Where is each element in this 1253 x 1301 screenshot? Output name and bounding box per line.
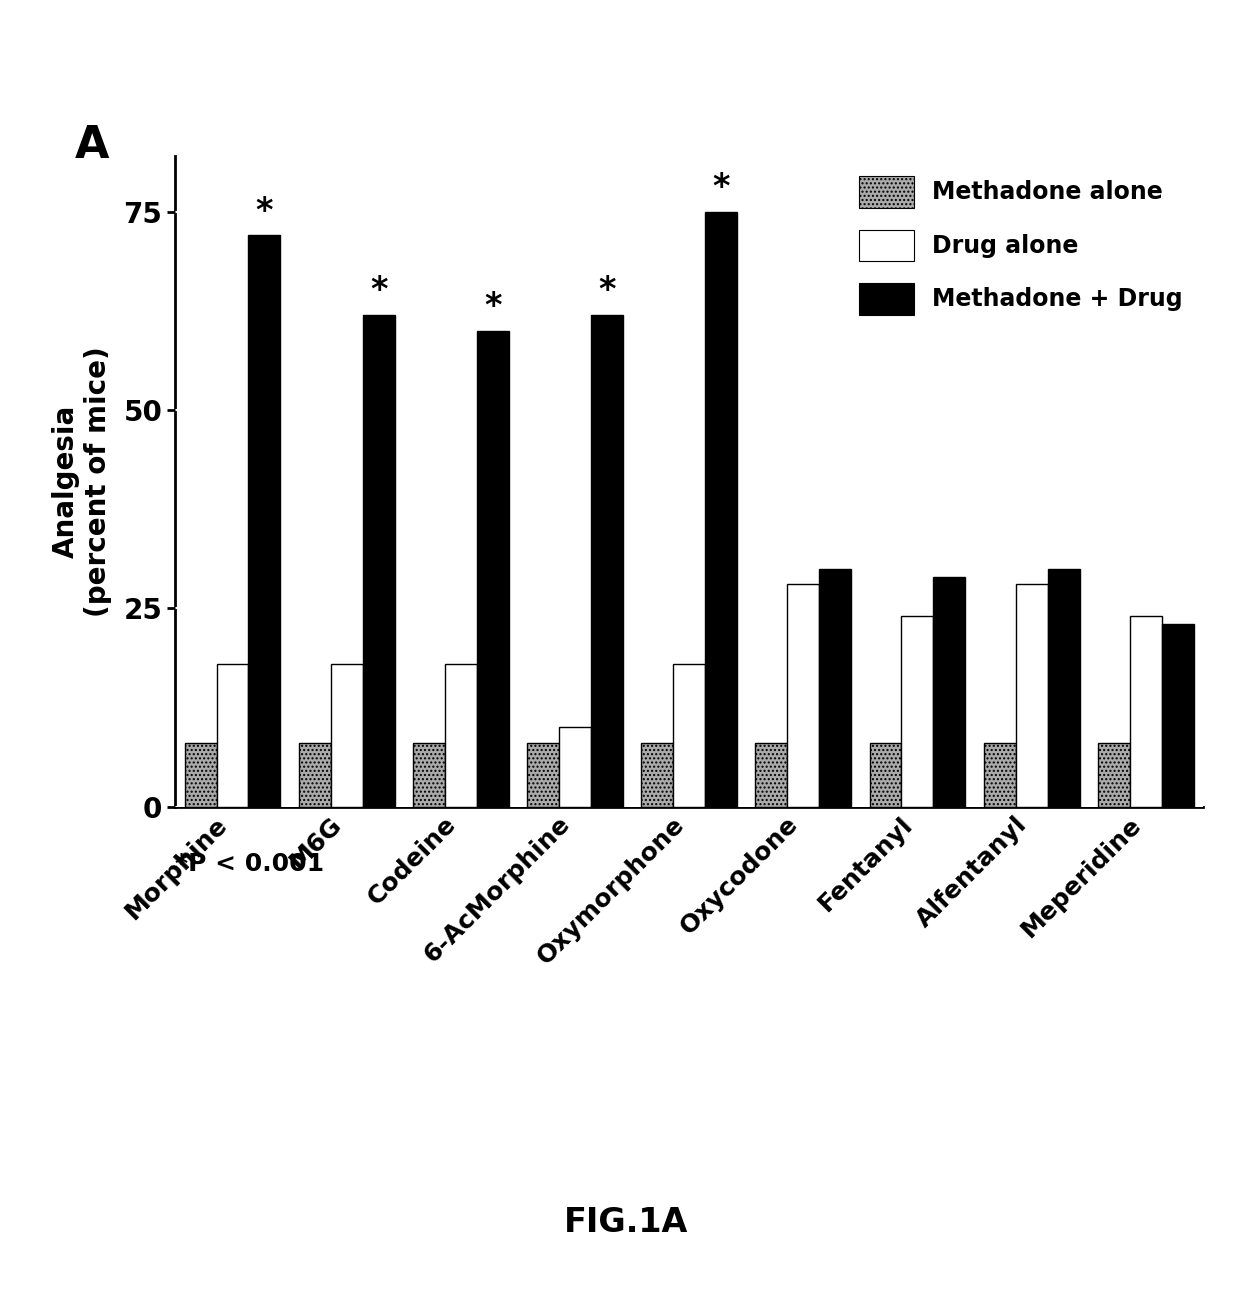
Text: *: * <box>370 273 387 307</box>
Bar <box>184 743 217 807</box>
Bar <box>642 743 673 807</box>
Bar <box>362 315 395 807</box>
Bar <box>756 743 787 807</box>
Text: A: A <box>75 124 110 167</box>
Bar <box>819 569 851 807</box>
Bar <box>477 330 509 807</box>
Bar <box>298 743 331 807</box>
Bar <box>591 315 623 807</box>
Bar <box>1162 624 1194 807</box>
Bar <box>787 584 819 807</box>
Text: *P < 0.001: *P < 0.001 <box>175 852 325 876</box>
Bar <box>445 664 477 807</box>
Bar <box>870 743 901 807</box>
Y-axis label: Analgesia
(percent of mice): Analgesia (percent of mice) <box>51 346 113 617</box>
Bar <box>1130 617 1162 807</box>
Bar <box>1048 569 1080 807</box>
Bar <box>331 664 362 807</box>
Text: *: * <box>484 290 501 323</box>
Bar <box>705 212 737 807</box>
Bar <box>248 235 281 807</box>
Text: *: * <box>713 170 729 204</box>
Bar <box>528 743 559 807</box>
Bar <box>1098 743 1130 807</box>
Bar <box>1016 584 1048 807</box>
Text: FIG.1A: FIG.1A <box>564 1206 689 1240</box>
Text: *: * <box>598 273 615 307</box>
Bar <box>217 664 248 807</box>
Bar <box>901 617 933 807</box>
Bar <box>673 664 705 807</box>
Text: *: * <box>256 195 273 228</box>
Bar <box>413 743 445 807</box>
Bar <box>984 743 1016 807</box>
Legend: Methadone alone, Drug alone, Methadone + Drug: Methadone alone, Drug alone, Methadone +… <box>850 168 1192 324</box>
Bar <box>559 727 591 807</box>
Bar <box>933 576 965 807</box>
